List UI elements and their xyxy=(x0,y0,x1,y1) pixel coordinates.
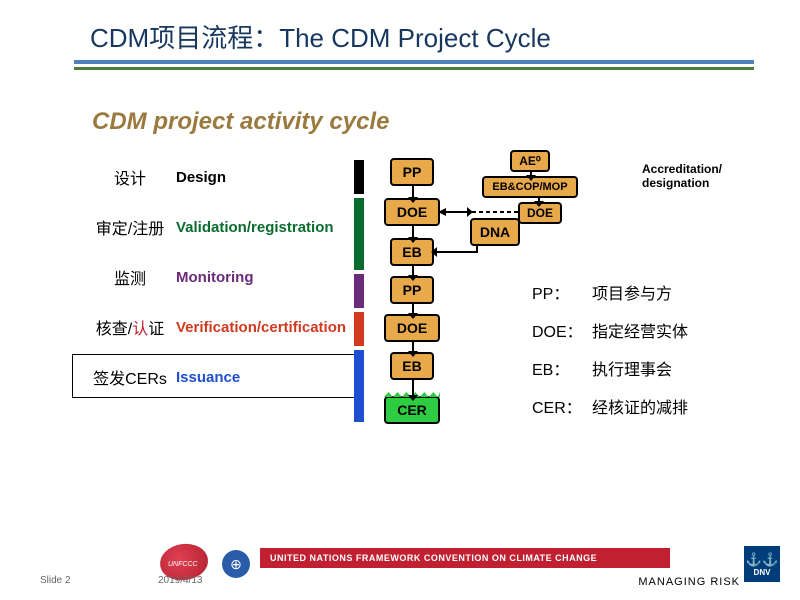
legend-row: EB：执行理事会 xyxy=(532,356,688,380)
arrow-down-icon xyxy=(412,304,414,314)
stage-bar xyxy=(354,274,364,308)
stage-cn: 设计 xyxy=(84,165,176,189)
arrow-down-icon xyxy=(412,226,414,238)
dnv-logo-icon: ⚓⚓DNV xyxy=(744,546,780,582)
subtitle: CDM project activity cycle xyxy=(92,108,389,136)
arrow-down-icon xyxy=(412,342,414,352)
issuance-outline xyxy=(72,354,362,398)
arrow-down-icon xyxy=(530,172,532,176)
stage-cn: 审定/注册 xyxy=(84,215,176,239)
stage-row: 核查/认证Verification/certification xyxy=(84,310,356,344)
un-logo-icon: ⊕ xyxy=(222,550,250,578)
flowchart: PPDOEEBPPDOEEBCERDNAAE⁰EB&COP/MOPDOE xyxy=(390,158,446,186)
stage-cn: 监测 xyxy=(84,265,176,289)
accreditation-label: Accreditation/ designation xyxy=(642,162,742,190)
legend-row: DOE：指定经营实体 xyxy=(532,318,688,342)
stage-en: Verification/certification xyxy=(176,319,356,336)
stage-row: 审定/注册Validation/registration xyxy=(84,210,356,244)
stage-bar xyxy=(354,350,364,422)
footer: UNFCCC ⊕ UNITED NATIONS FRAMEWORK CONVEN… xyxy=(0,538,800,588)
stage-en: Validation/registration xyxy=(176,219,356,236)
stage-bar xyxy=(354,198,364,270)
arrow-left-icon xyxy=(436,251,476,253)
rule-green xyxy=(74,67,754,70)
slide-title: CDM项目流程：The CDM Project Cycle xyxy=(90,18,551,55)
footer-bar: UNITED NATIONS FRAMEWORK CONVENTION ON C… xyxy=(260,548,670,568)
stage-bar xyxy=(354,160,364,194)
slide-number: Slide 2 xyxy=(40,575,71,586)
stage-row: 设计Design xyxy=(84,160,356,194)
stage-cn: 核查/认证 xyxy=(84,315,176,339)
legend-row: PP：项目参与方 xyxy=(532,280,688,304)
arrow-down-icon xyxy=(412,380,414,396)
slide-date: 2019/4/13 xyxy=(158,575,203,586)
legend: PP：项目参与方 DOE：指定经营实体 EB：执行理事会 CER：经核证的减排 xyxy=(532,280,688,432)
legend-row: CER：经核证的减排 xyxy=(532,394,688,418)
arrow-down-icon xyxy=(538,198,540,202)
stage-en: Monitoring xyxy=(176,269,356,286)
stage-bar xyxy=(354,312,364,346)
slide: CDM项目流程：The CDM Project Cycle CDM projec… xyxy=(0,0,800,600)
stage-en: Design xyxy=(176,169,356,186)
stage-row: 监测Monitoring xyxy=(84,260,356,294)
unfccc-logo-text: UNFCCC xyxy=(168,561,198,568)
arrow-down-icon xyxy=(412,266,414,276)
flow-box-ae: AE⁰ xyxy=(510,150,550,172)
flow-box-pp1: PP xyxy=(390,158,434,186)
rule-blue xyxy=(74,60,754,64)
managing-risk-label: MANAGING RISK xyxy=(638,576,740,588)
arrow-down-icon xyxy=(412,186,414,198)
